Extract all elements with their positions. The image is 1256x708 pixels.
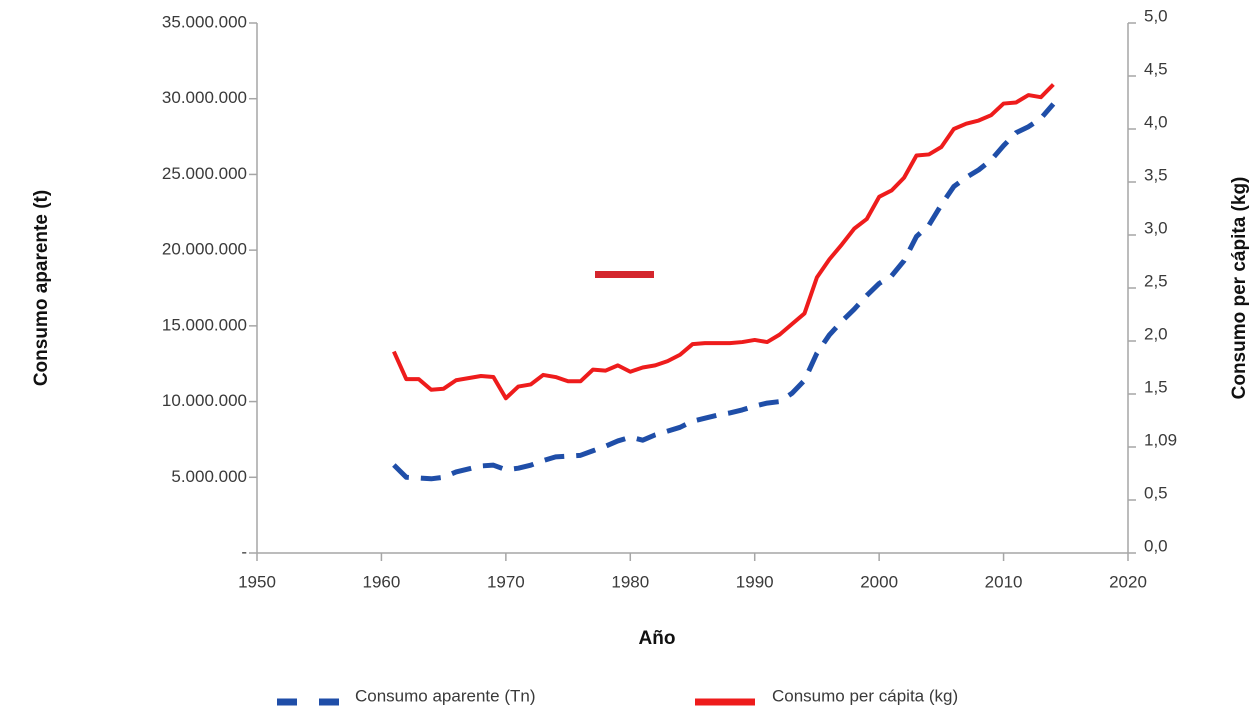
y2-tick-label: 0,0	[1144, 536, 1168, 555]
y-tick-label: 30.000.000	[162, 88, 247, 107]
legend-label: Consumo aparente (Tn)	[355, 686, 535, 705]
y2-tick-label: 3,0	[1144, 218, 1168, 237]
x-tick-label: 2020	[1109, 572, 1147, 591]
y-tick-label: 15.000.000	[162, 315, 247, 334]
y2-tick-label: 5,0	[1144, 6, 1168, 25]
x-tick-label: 1950	[238, 572, 276, 591]
x-tick-label: 2010	[985, 572, 1023, 591]
y2-tick-label: 2,0	[1144, 324, 1168, 343]
x-axis-label: Año	[639, 628, 676, 649]
series-line	[392, 102, 1056, 482]
y-tick-label: -	[241, 542, 247, 561]
y2-tick-label: 0,5	[1144, 483, 1168, 502]
y2-tick-label: 2,5	[1144, 271, 1168, 290]
y-tick-label: 5.000.000	[171, 467, 247, 486]
y-tick-label: 35.000.000	[162, 12, 247, 31]
y2-tick-label: 3,5	[1144, 165, 1168, 184]
y2-tick-label: 1,09	[1144, 430, 1177, 449]
x-tick-label: 1980	[611, 572, 649, 591]
y2-tick-label: 4,5	[1144, 59, 1168, 78]
y-tick-label: 25.000.000	[162, 164, 247, 183]
legend-label: Consumo per cápita (kg)	[772, 686, 958, 705]
y2-tick-label: 1,5	[1144, 377, 1168, 396]
y2-tick-label: 4,0	[1144, 112, 1168, 131]
x-tick-label: 1970	[487, 572, 525, 591]
y2-axis-label: Consumo per cápita (kg)	[1229, 177, 1250, 400]
series-line	[392, 83, 1055, 401]
x-tick-label: 1990	[736, 572, 774, 591]
y-axis-label: Consumo aparente (t)	[31, 190, 52, 386]
stray-swatch	[595, 271, 654, 278]
y-tick-label: 20.000.000	[162, 240, 247, 259]
y-tick-label: 10.000.000	[162, 391, 247, 410]
x-tick-label: 1960	[363, 572, 401, 591]
x-tick-label: 2000	[860, 572, 898, 591]
